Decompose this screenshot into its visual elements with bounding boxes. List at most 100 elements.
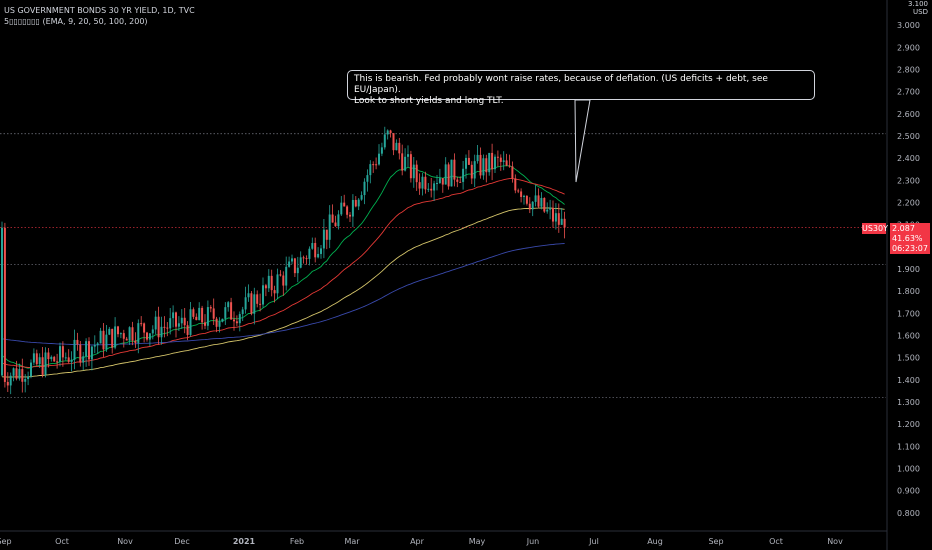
candle-body xyxy=(227,302,230,308)
candle-body xyxy=(328,214,331,240)
candle-body xyxy=(386,130,389,135)
candle-body xyxy=(1,227,3,376)
x-tick-label: Feb xyxy=(290,537,304,546)
candle-body xyxy=(273,290,276,294)
candle-body xyxy=(525,195,528,204)
candle-body xyxy=(395,142,398,151)
y-tick-label: 2.200 xyxy=(897,199,920,208)
candle-body xyxy=(238,314,241,324)
candle-body xyxy=(44,352,47,375)
candle-body xyxy=(30,362,32,377)
candle-body xyxy=(511,166,514,179)
candle-body xyxy=(496,156,499,158)
symbol-badge: US30Y xyxy=(862,223,888,234)
candle-body xyxy=(180,317,183,324)
currency-label: USD xyxy=(913,8,928,16)
y-tick-label: 1.800 xyxy=(897,287,920,296)
candle-body xyxy=(366,175,369,182)
candle-body xyxy=(131,327,134,341)
axis-top-value: 3.100 xyxy=(907,0,928,8)
candle-body xyxy=(204,322,206,326)
candle-body xyxy=(32,353,35,363)
candle-body xyxy=(79,344,82,363)
candle-body xyxy=(59,346,61,362)
candle-body xyxy=(346,206,349,215)
candle-body xyxy=(35,353,38,365)
candle-body xyxy=(505,160,508,166)
candle-body xyxy=(430,188,433,191)
y-tick-label: 2.700 xyxy=(897,88,920,97)
candle-body xyxy=(172,312,175,319)
candle-body xyxy=(18,369,21,379)
candle-body xyxy=(134,340,137,343)
callout-line-1: This is bearish. Fed probably wont raise… xyxy=(354,74,768,95)
y-tick-label: 2.600 xyxy=(897,110,920,119)
axis-currency: 3.100 USD xyxy=(902,0,928,16)
y-tick-label: 1.200 xyxy=(897,420,920,429)
candle-body xyxy=(433,183,436,191)
candle-body xyxy=(82,356,85,363)
candle-body xyxy=(523,195,525,197)
candle-body xyxy=(137,323,140,343)
ema50-line xyxy=(1,178,565,368)
candle-body xyxy=(389,130,392,134)
candle-body xyxy=(546,209,549,212)
candle-body xyxy=(531,201,534,210)
candle-body xyxy=(482,158,485,176)
candle-body xyxy=(111,328,114,348)
x-tick-label: May xyxy=(469,537,486,546)
symbol-title: US GOVERNMENT BONDS 30 YR YIELD, 1D, TVC xyxy=(4,6,195,15)
horizontal-lines xyxy=(0,133,886,398)
candle-body xyxy=(427,188,430,190)
candle-body xyxy=(247,293,250,298)
chart-legend: US GOVERNMENT BONDS 30 YR YIELD, 1D, TVC… xyxy=(4,5,195,27)
candle-body xyxy=(354,199,357,207)
candle-body xyxy=(325,229,328,240)
candle-body xyxy=(148,333,151,340)
candle-body xyxy=(76,339,79,345)
candle-body xyxy=(198,307,201,321)
candle-body xyxy=(230,302,233,320)
x-tick-label: Sep xyxy=(708,537,723,546)
candle-body xyxy=(270,275,273,291)
candle-body xyxy=(372,164,375,166)
y-tick-label: 2.800 xyxy=(897,66,920,75)
candle-body xyxy=(102,330,105,350)
candle-body xyxy=(21,369,24,382)
y-tick-label: 0.900 xyxy=(897,487,920,496)
candle-body xyxy=(470,164,473,179)
candle-body xyxy=(163,326,166,328)
candle-body xyxy=(99,330,102,344)
candle-body xyxy=(183,317,186,326)
candle-body xyxy=(317,253,320,258)
annotation-callout[interactable]: This is bearish. Fed probably wont raise… xyxy=(347,70,815,106)
candle-body xyxy=(543,197,546,212)
candle-body xyxy=(114,326,117,348)
last-price-value: 2.087 xyxy=(890,223,930,234)
candle-body xyxy=(53,356,56,362)
candle-body xyxy=(322,229,325,249)
candle-body xyxy=(125,338,128,341)
candle-body xyxy=(288,261,291,267)
change-percent-tag: 41.63% xyxy=(890,234,930,244)
x-tick-label: Jul xyxy=(588,537,599,546)
candle-body xyxy=(436,182,438,184)
candle-body xyxy=(401,153,404,171)
x-tick-label: Sep xyxy=(0,537,12,546)
candle-body xyxy=(494,156,496,170)
candles xyxy=(1,126,566,395)
x-tick-label: Jun xyxy=(526,537,540,546)
y-tick-label: 1.400 xyxy=(897,376,920,385)
candle-body xyxy=(479,154,482,176)
candle-body xyxy=(369,164,372,176)
candle-body xyxy=(285,266,288,286)
callout-line-2: Look to short yields and long TLT. xyxy=(354,96,504,106)
candle-body xyxy=(456,179,459,182)
y-tick-label: 1.300 xyxy=(897,398,920,407)
candle-body xyxy=(549,207,552,210)
candle-body xyxy=(221,318,224,322)
candle-body xyxy=(192,309,195,317)
candle-body xyxy=(224,307,227,319)
candle-body xyxy=(259,303,262,305)
